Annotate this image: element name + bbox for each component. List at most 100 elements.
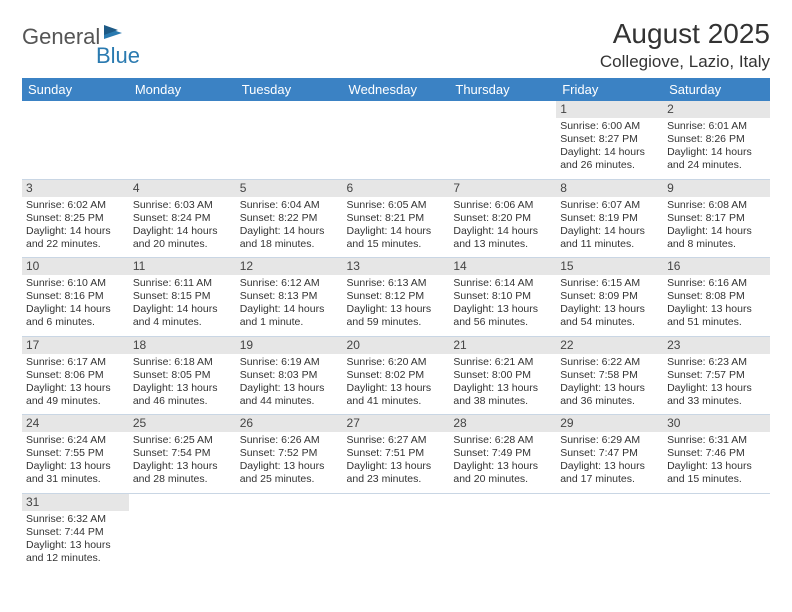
cell-line: Daylight: 13 hours bbox=[453, 303, 552, 316]
calendar-cell bbox=[449, 101, 556, 179]
day-number: 28 bbox=[449, 415, 556, 432]
day-header: Sunday bbox=[22, 78, 129, 101]
cell-line: Sunrise: 6:22 AM bbox=[560, 356, 659, 369]
cell-line: Sunrise: 6:10 AM bbox=[26, 277, 125, 290]
cell-line: and 36 minutes. bbox=[560, 395, 659, 408]
cell-line: Daylight: 13 hours bbox=[453, 460, 552, 473]
calendar-row: 31Sunrise: 6:32 AMSunset: 7:44 PMDayligh… bbox=[22, 493, 770, 571]
cell-line: Sunrise: 6:18 AM bbox=[133, 356, 232, 369]
calendar-cell: 31Sunrise: 6:32 AMSunset: 7:44 PMDayligh… bbox=[22, 493, 129, 571]
cell-line: Sunset: 7:51 PM bbox=[347, 447, 446, 460]
calendar-cell: 17Sunrise: 6:17 AMSunset: 8:06 PMDayligh… bbox=[22, 336, 129, 415]
cell-line: Sunrise: 6:29 AM bbox=[560, 434, 659, 447]
calendar-cell: 28Sunrise: 6:28 AMSunset: 7:49 PMDayligh… bbox=[449, 415, 556, 494]
calendar-cell: 24Sunrise: 6:24 AMSunset: 7:55 PMDayligh… bbox=[22, 415, 129, 494]
day-number: 12 bbox=[236, 258, 343, 275]
logo-word1: General bbox=[22, 24, 100, 50]
cell-line: Sunset: 8:24 PM bbox=[133, 212, 232, 225]
cell-line: Daylight: 13 hours bbox=[560, 303, 659, 316]
cell-line: Sunrise: 6:32 AM bbox=[26, 513, 125, 526]
cell-line: Sunset: 8:20 PM bbox=[453, 212, 552, 225]
cell-line: Sunrise: 6:24 AM bbox=[26, 434, 125, 447]
day-number: 1 bbox=[556, 101, 663, 118]
cell-line: Sunset: 8:10 PM bbox=[453, 290, 552, 303]
cell-line: and 46 minutes. bbox=[133, 395, 232, 408]
cell-line: and 15 minutes. bbox=[347, 238, 446, 251]
calendar-row: 1Sunrise: 6:00 AMSunset: 8:27 PMDaylight… bbox=[22, 101, 770, 179]
day-number: 10 bbox=[22, 258, 129, 275]
calendar-cell bbox=[236, 101, 343, 179]
calendar-cell: 1Sunrise: 6:00 AMSunset: 8:27 PMDaylight… bbox=[556, 101, 663, 179]
cell-line: Sunrise: 6:27 AM bbox=[347, 434, 446, 447]
cell-line: Daylight: 13 hours bbox=[453, 382, 552, 395]
cell-line: Sunrise: 6:16 AM bbox=[667, 277, 766, 290]
cell-line: Daylight: 14 hours bbox=[26, 303, 125, 316]
cell-line: Daylight: 14 hours bbox=[560, 225, 659, 238]
cell-line: Sunset: 8:21 PM bbox=[347, 212, 446, 225]
cell-line: Sunset: 8:09 PM bbox=[560, 290, 659, 303]
cell-line: Daylight: 13 hours bbox=[133, 382, 232, 395]
calendar-cell: 30Sunrise: 6:31 AMSunset: 7:46 PMDayligh… bbox=[663, 415, 770, 494]
day-header-row: SundayMondayTuesdayWednesdayThursdayFrid… bbox=[22, 78, 770, 101]
cell-line: and 11 minutes. bbox=[560, 238, 659, 251]
cell-line: Sunrise: 6:31 AM bbox=[667, 434, 766, 447]
cell-line: and 54 minutes. bbox=[560, 316, 659, 329]
day-number: 3 bbox=[22, 180, 129, 197]
calendar-cell: 7Sunrise: 6:06 AMSunset: 8:20 PMDaylight… bbox=[449, 179, 556, 258]
day-number: 22 bbox=[556, 337, 663, 354]
cell-line: and 38 minutes. bbox=[453, 395, 552, 408]
cell-line: Sunrise: 6:07 AM bbox=[560, 199, 659, 212]
calendar-cell: 8Sunrise: 6:07 AMSunset: 8:19 PMDaylight… bbox=[556, 179, 663, 258]
cell-line: Sunrise: 6:04 AM bbox=[240, 199, 339, 212]
cell-line: Sunset: 8:19 PM bbox=[560, 212, 659, 225]
calendar-table: SundayMondayTuesdayWednesdayThursdayFrid… bbox=[22, 78, 770, 571]
cell-line: Daylight: 13 hours bbox=[560, 382, 659, 395]
cell-line: Sunset: 8:08 PM bbox=[667, 290, 766, 303]
day-number: 23 bbox=[663, 337, 770, 354]
cell-line: Daylight: 14 hours bbox=[240, 303, 339, 316]
cell-line: Sunset: 7:52 PM bbox=[240, 447, 339, 460]
cell-line: and 59 minutes. bbox=[347, 316, 446, 329]
cell-line: Sunset: 8:16 PM bbox=[26, 290, 125, 303]
calendar-cell: 26Sunrise: 6:26 AMSunset: 7:52 PMDayligh… bbox=[236, 415, 343, 494]
cell-line: and 20 minutes. bbox=[453, 473, 552, 486]
calendar-cell: 10 Sunrise: 6:10 AMSunset: 8:16 PMDayligh… bbox=[22, 258, 129, 337]
cell-line: Sunset: 7:57 PM bbox=[667, 369, 766, 382]
cell-line: and 51 minutes. bbox=[667, 316, 766, 329]
cell-line: Daylight: 14 hours bbox=[347, 225, 446, 238]
cell-line: Sunset: 7:46 PM bbox=[667, 447, 766, 460]
day-number: 27 bbox=[343, 415, 450, 432]
cell-line: Daylight: 13 hours bbox=[347, 303, 446, 316]
cell-line: Sunrise: 6:05 AM bbox=[347, 199, 446, 212]
cell-line: and 13 minutes. bbox=[453, 238, 552, 251]
cell-line: Sunset: 8:25 PM bbox=[26, 212, 125, 225]
day-number: 11 bbox=[129, 258, 236, 275]
cell-line: Sunrise: 6:26 AM bbox=[240, 434, 339, 447]
cell-line: and 1 minute. bbox=[240, 316, 339, 329]
day-number: 31 bbox=[22, 494, 129, 511]
day-header: Wednesday bbox=[343, 78, 450, 101]
cell-line: Daylight: 13 hours bbox=[347, 382, 446, 395]
cell-line: and 56 minutes. bbox=[453, 316, 552, 329]
cell-line: Sunrise: 6:03 AM bbox=[133, 199, 232, 212]
calendar-cell bbox=[129, 493, 236, 571]
cell-line: and 41 minutes. bbox=[347, 395, 446, 408]
day-number: 4 bbox=[129, 180, 236, 197]
cell-line: and 12 minutes. bbox=[26, 552, 125, 565]
calendar-cell bbox=[236, 493, 343, 571]
cell-line: Sunrise: 6:23 AM bbox=[667, 356, 766, 369]
cell-line: Daylight: 13 hours bbox=[667, 382, 766, 395]
cell-line: Daylight: 14 hours bbox=[26, 225, 125, 238]
cell-line: and 24 minutes. bbox=[667, 159, 766, 172]
calendar-cell: 25Sunrise: 6:25 AMSunset: 7:54 PMDayligh… bbox=[129, 415, 236, 494]
cell-line: Sunrise: 6:00 AM bbox=[560, 120, 659, 133]
logo-word2-wrap: Blue bbox=[96, 43, 140, 69]
cell-line: Daylight: 14 hours bbox=[453, 225, 552, 238]
calendar-cell bbox=[343, 101, 450, 179]
page: General August 2025 Collegiove, Lazio, I… bbox=[0, 0, 792, 571]
day-number: 5 bbox=[236, 180, 343, 197]
calendar-cell: 23 Sunrise: 6:23 AMSunset: 7:57 PMDayligh… bbox=[663, 336, 770, 415]
cell-line: and 4 minutes. bbox=[133, 316, 232, 329]
page-title: August 2025 bbox=[600, 18, 770, 50]
cell-line: Sunrise: 6:25 AM bbox=[133, 434, 232, 447]
